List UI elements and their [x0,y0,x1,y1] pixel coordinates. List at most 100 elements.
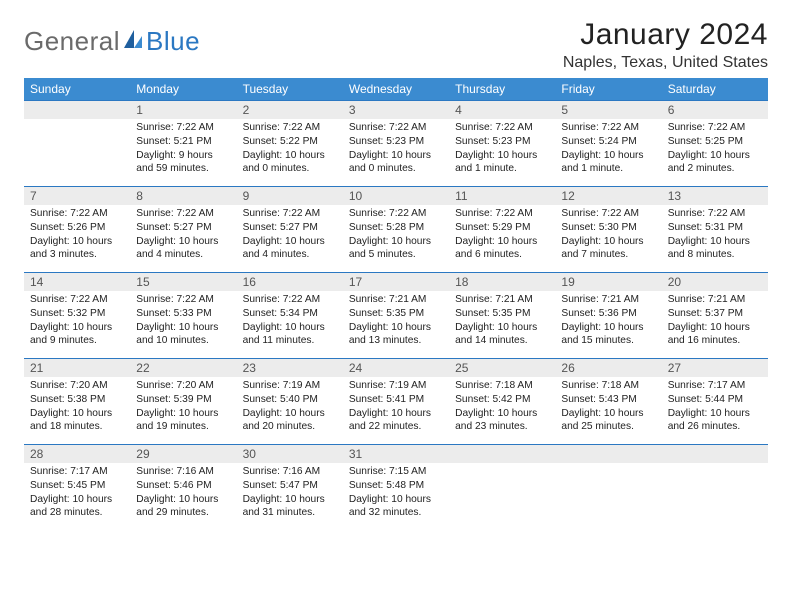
day-number: 13 [662,187,768,205]
calendar-day-cell: 29Sunrise: 7:16 AMSunset: 5:46 PMDayligh… [130,445,236,531]
sunset-text: Sunset: 5:39 PM [136,393,230,407]
calendar-day-cell: 18Sunrise: 7:21 AMSunset: 5:35 PMDayligh… [449,273,555,359]
sunrise-text: Sunrise: 7:22 AM [455,121,549,135]
sunrise-text: Sunrise: 7:17 AM [30,465,124,479]
sunset-text: Sunset: 5:45 PM [30,479,124,493]
calendar-day-cell: 9Sunrise: 7:22 AMSunset: 5:27 PMDaylight… [237,187,343,273]
calendar-day-cell: 10Sunrise: 7:22 AMSunset: 5:28 PMDayligh… [343,187,449,273]
calendar-day-cell: 23Sunrise: 7:19 AMSunset: 5:40 PMDayligh… [237,359,343,445]
sunrise-text: Sunrise: 7:15 AM [349,465,443,479]
daylight-text: Daylight: 10 hours and 6 minutes. [455,235,549,263]
day-number: 27 [662,359,768,377]
day-details: Sunrise: 7:16 AMSunset: 5:46 PMDaylight:… [130,463,236,524]
calendar-day-cell: 25Sunrise: 7:18 AMSunset: 5:42 PMDayligh… [449,359,555,445]
day-number: 8 [130,187,236,205]
sunrise-text: Sunrise: 7:18 AM [455,379,549,393]
weekday-header: Thursday [449,78,555,101]
sunrise-text: Sunrise: 7:21 AM [455,293,549,307]
logo-text-blue: Blue [146,26,200,57]
day-number: 25 [449,359,555,377]
daylight-text: Daylight: 10 hours and 22 minutes. [349,407,443,435]
day-details: Sunrise: 7:15 AMSunset: 5:48 PMDaylight:… [343,463,449,524]
day-number: 11 [449,187,555,205]
daylight-text: Daylight: 10 hours and 28 minutes. [30,493,124,521]
sunset-text: Sunset: 5:28 PM [349,221,443,235]
day-details: Sunrise: 7:20 AMSunset: 5:39 PMDaylight:… [130,377,236,438]
calendar-day-cell [662,445,768,531]
day-number-empty [24,101,130,119]
day-details: Sunrise: 7:18 AMSunset: 5:42 PMDaylight:… [449,377,555,438]
sunrise-text: Sunrise: 7:21 AM [668,293,762,307]
day-details: Sunrise: 7:22 AMSunset: 5:22 PMDaylight:… [237,119,343,180]
day-details: Sunrise: 7:19 AMSunset: 5:40 PMDaylight:… [237,377,343,438]
day-details: Sunrise: 7:22 AMSunset: 5:23 PMDaylight:… [449,119,555,180]
day-number-empty [662,445,768,463]
logo-sail-icon [122,30,144,50]
sunrise-text: Sunrise: 7:22 AM [668,121,762,135]
sunset-text: Sunset: 5:31 PM [668,221,762,235]
sunrise-text: Sunrise: 7:22 AM [349,207,443,221]
sunrise-text: Sunrise: 7:17 AM [668,379,762,393]
day-number: 20 [662,273,768,291]
sunset-text: Sunset: 5:22 PM [243,135,337,149]
daylight-text: Daylight: 10 hours and 4 minutes. [136,235,230,263]
day-number: 16 [237,273,343,291]
day-number-empty [555,445,661,463]
daylight-text: Daylight: 10 hours and 16 minutes. [668,321,762,349]
day-number: 3 [343,101,449,119]
daylight-text: Daylight: 10 hours and 31 minutes. [243,493,337,521]
day-number: 2 [237,101,343,119]
sunrise-text: Sunrise: 7:21 AM [561,293,655,307]
sunset-text: Sunset: 5:46 PM [136,479,230,493]
sunrise-text: Sunrise: 7:16 AM [136,465,230,479]
header: General Blue January 2024 Naples, Texas,… [24,18,768,72]
sunrise-text: Sunrise: 7:19 AM [349,379,443,393]
day-details: Sunrise: 7:20 AMSunset: 5:38 PMDaylight:… [24,377,130,438]
calendar-week-row: 7Sunrise: 7:22 AMSunset: 5:26 PMDaylight… [24,187,768,273]
sunrise-text: Sunrise: 7:22 AM [136,293,230,307]
sunset-text: Sunset: 5:29 PM [455,221,549,235]
day-details: Sunrise: 7:22 AMSunset: 5:28 PMDaylight:… [343,205,449,266]
sunrise-text: Sunrise: 7:22 AM [243,121,337,135]
day-number: 9 [237,187,343,205]
daylight-text: Daylight: 10 hours and 23 minutes. [455,407,549,435]
daylight-text: Daylight: 10 hours and 4 minutes. [243,235,337,263]
calendar-day-cell: 4Sunrise: 7:22 AMSunset: 5:23 PMDaylight… [449,101,555,187]
calendar-day-cell: 17Sunrise: 7:21 AMSunset: 5:35 PMDayligh… [343,273,449,359]
day-details: Sunrise: 7:22 AMSunset: 5:32 PMDaylight:… [24,291,130,352]
day-number: 5 [555,101,661,119]
daylight-text: Daylight: 10 hours and 0 minutes. [243,149,337,177]
calendar-day-cell: 31Sunrise: 7:15 AMSunset: 5:48 PMDayligh… [343,445,449,531]
day-number: 24 [343,359,449,377]
daylight-text: Daylight: 10 hours and 13 minutes. [349,321,443,349]
calendar-day-cell: 21Sunrise: 7:20 AMSunset: 5:38 PMDayligh… [24,359,130,445]
sunset-text: Sunset: 5:40 PM [243,393,337,407]
day-details: Sunrise: 7:22 AMSunset: 5:23 PMDaylight:… [343,119,449,180]
day-number: 12 [555,187,661,205]
calendar-day-cell: 12Sunrise: 7:22 AMSunset: 5:30 PMDayligh… [555,187,661,273]
daylight-text: Daylight: 10 hours and 20 minutes. [243,407,337,435]
sunset-text: Sunset: 5:42 PM [455,393,549,407]
calendar-day-cell [555,445,661,531]
day-details: Sunrise: 7:22 AMSunset: 5:27 PMDaylight:… [130,205,236,266]
sunset-text: Sunset: 5:24 PM [561,135,655,149]
day-number: 4 [449,101,555,119]
sunset-text: Sunset: 5:35 PM [349,307,443,321]
calendar-day-cell: 2Sunrise: 7:22 AMSunset: 5:22 PMDaylight… [237,101,343,187]
sunset-text: Sunset: 5:48 PM [349,479,443,493]
sunrise-text: Sunrise: 7:20 AM [136,379,230,393]
sunset-text: Sunset: 5:33 PM [136,307,230,321]
calendar-week-row: 21Sunrise: 7:20 AMSunset: 5:38 PMDayligh… [24,359,768,445]
calendar-day-cell: 30Sunrise: 7:16 AMSunset: 5:47 PMDayligh… [237,445,343,531]
daylight-text: Daylight: 10 hours and 14 minutes. [455,321,549,349]
sunrise-text: Sunrise: 7:22 AM [30,207,124,221]
location-text: Naples, Texas, United States [563,54,768,72]
weekday-header-row: SundayMondayTuesdayWednesdayThursdayFrid… [24,78,768,101]
sunset-text: Sunset: 5:27 PM [136,221,230,235]
day-details: Sunrise: 7:17 AMSunset: 5:44 PMDaylight:… [662,377,768,438]
daylight-text: Daylight: 10 hours and 29 minutes. [136,493,230,521]
calendar-day-cell: 26Sunrise: 7:18 AMSunset: 5:43 PMDayligh… [555,359,661,445]
sunrise-text: Sunrise: 7:22 AM [136,207,230,221]
day-number: 18 [449,273,555,291]
weekday-header: Friday [555,78,661,101]
